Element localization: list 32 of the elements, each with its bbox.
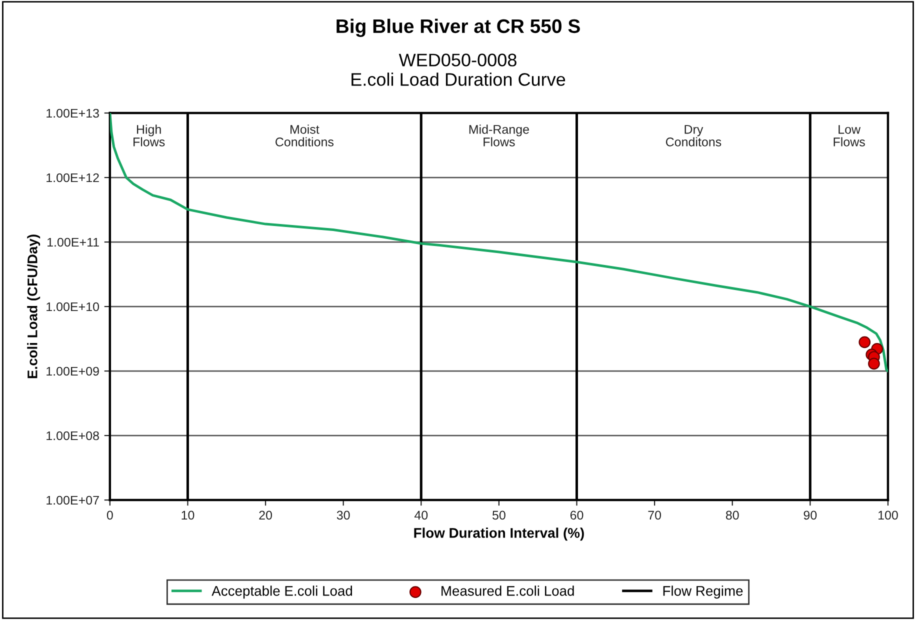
chart-subtitle: WED050-0008 E.coli Load Duration Curve [352,54,566,86]
x-tick-label: 70 [648,510,662,520]
y-tick-label: 1.00E+13 [46,108,99,118]
x-tick-label: 100 [878,510,898,520]
x-tick-label: 20 [259,510,272,520]
x-axis-title: Flow Duration Interval (%) [414,528,584,541]
annotation: Low Flows [834,125,865,146]
legend-label: Flow Regime [663,586,743,599]
y-tick-label: 1.00E+11 [48,238,99,247]
chart-title: Big Blue River at CR 550 S [336,18,580,38]
x-tick-label: 80 [726,510,739,520]
y-tick-label: 1.00E+07 [46,496,99,505]
y-axis-title: E.coli Load (CFU/Day) [27,234,40,378]
y-tick-label: 1.00E+08 [46,431,99,440]
annotation: Dry Conditons [666,125,722,146]
x-tick-label: 30 [336,510,350,520]
x-tick-label: 0 [106,510,113,520]
y-tick-label: 1.00E+10 [46,302,100,312]
legend-label: Acceptable E.coli Load [212,586,352,599]
point [868,358,880,370]
annotation: Mid-Range Flows [469,124,529,146]
x-tick-label: 50 [492,510,506,520]
x-tick-label: 60 [570,510,584,520]
y-tick-label: 1.00E+12 [46,173,99,182]
annotation: Moist Conditions [276,124,334,146]
x-tick-label: 90 [804,510,817,520]
y-tick-label: 1.00E+09 [46,366,99,376]
x-tick-label: 10 [182,510,194,520]
point [858,336,871,348]
x-tick-label: 40 [414,510,428,520]
legend-label: Measured E.coli Load [442,586,574,596]
annotation: High Flows [134,124,165,146]
